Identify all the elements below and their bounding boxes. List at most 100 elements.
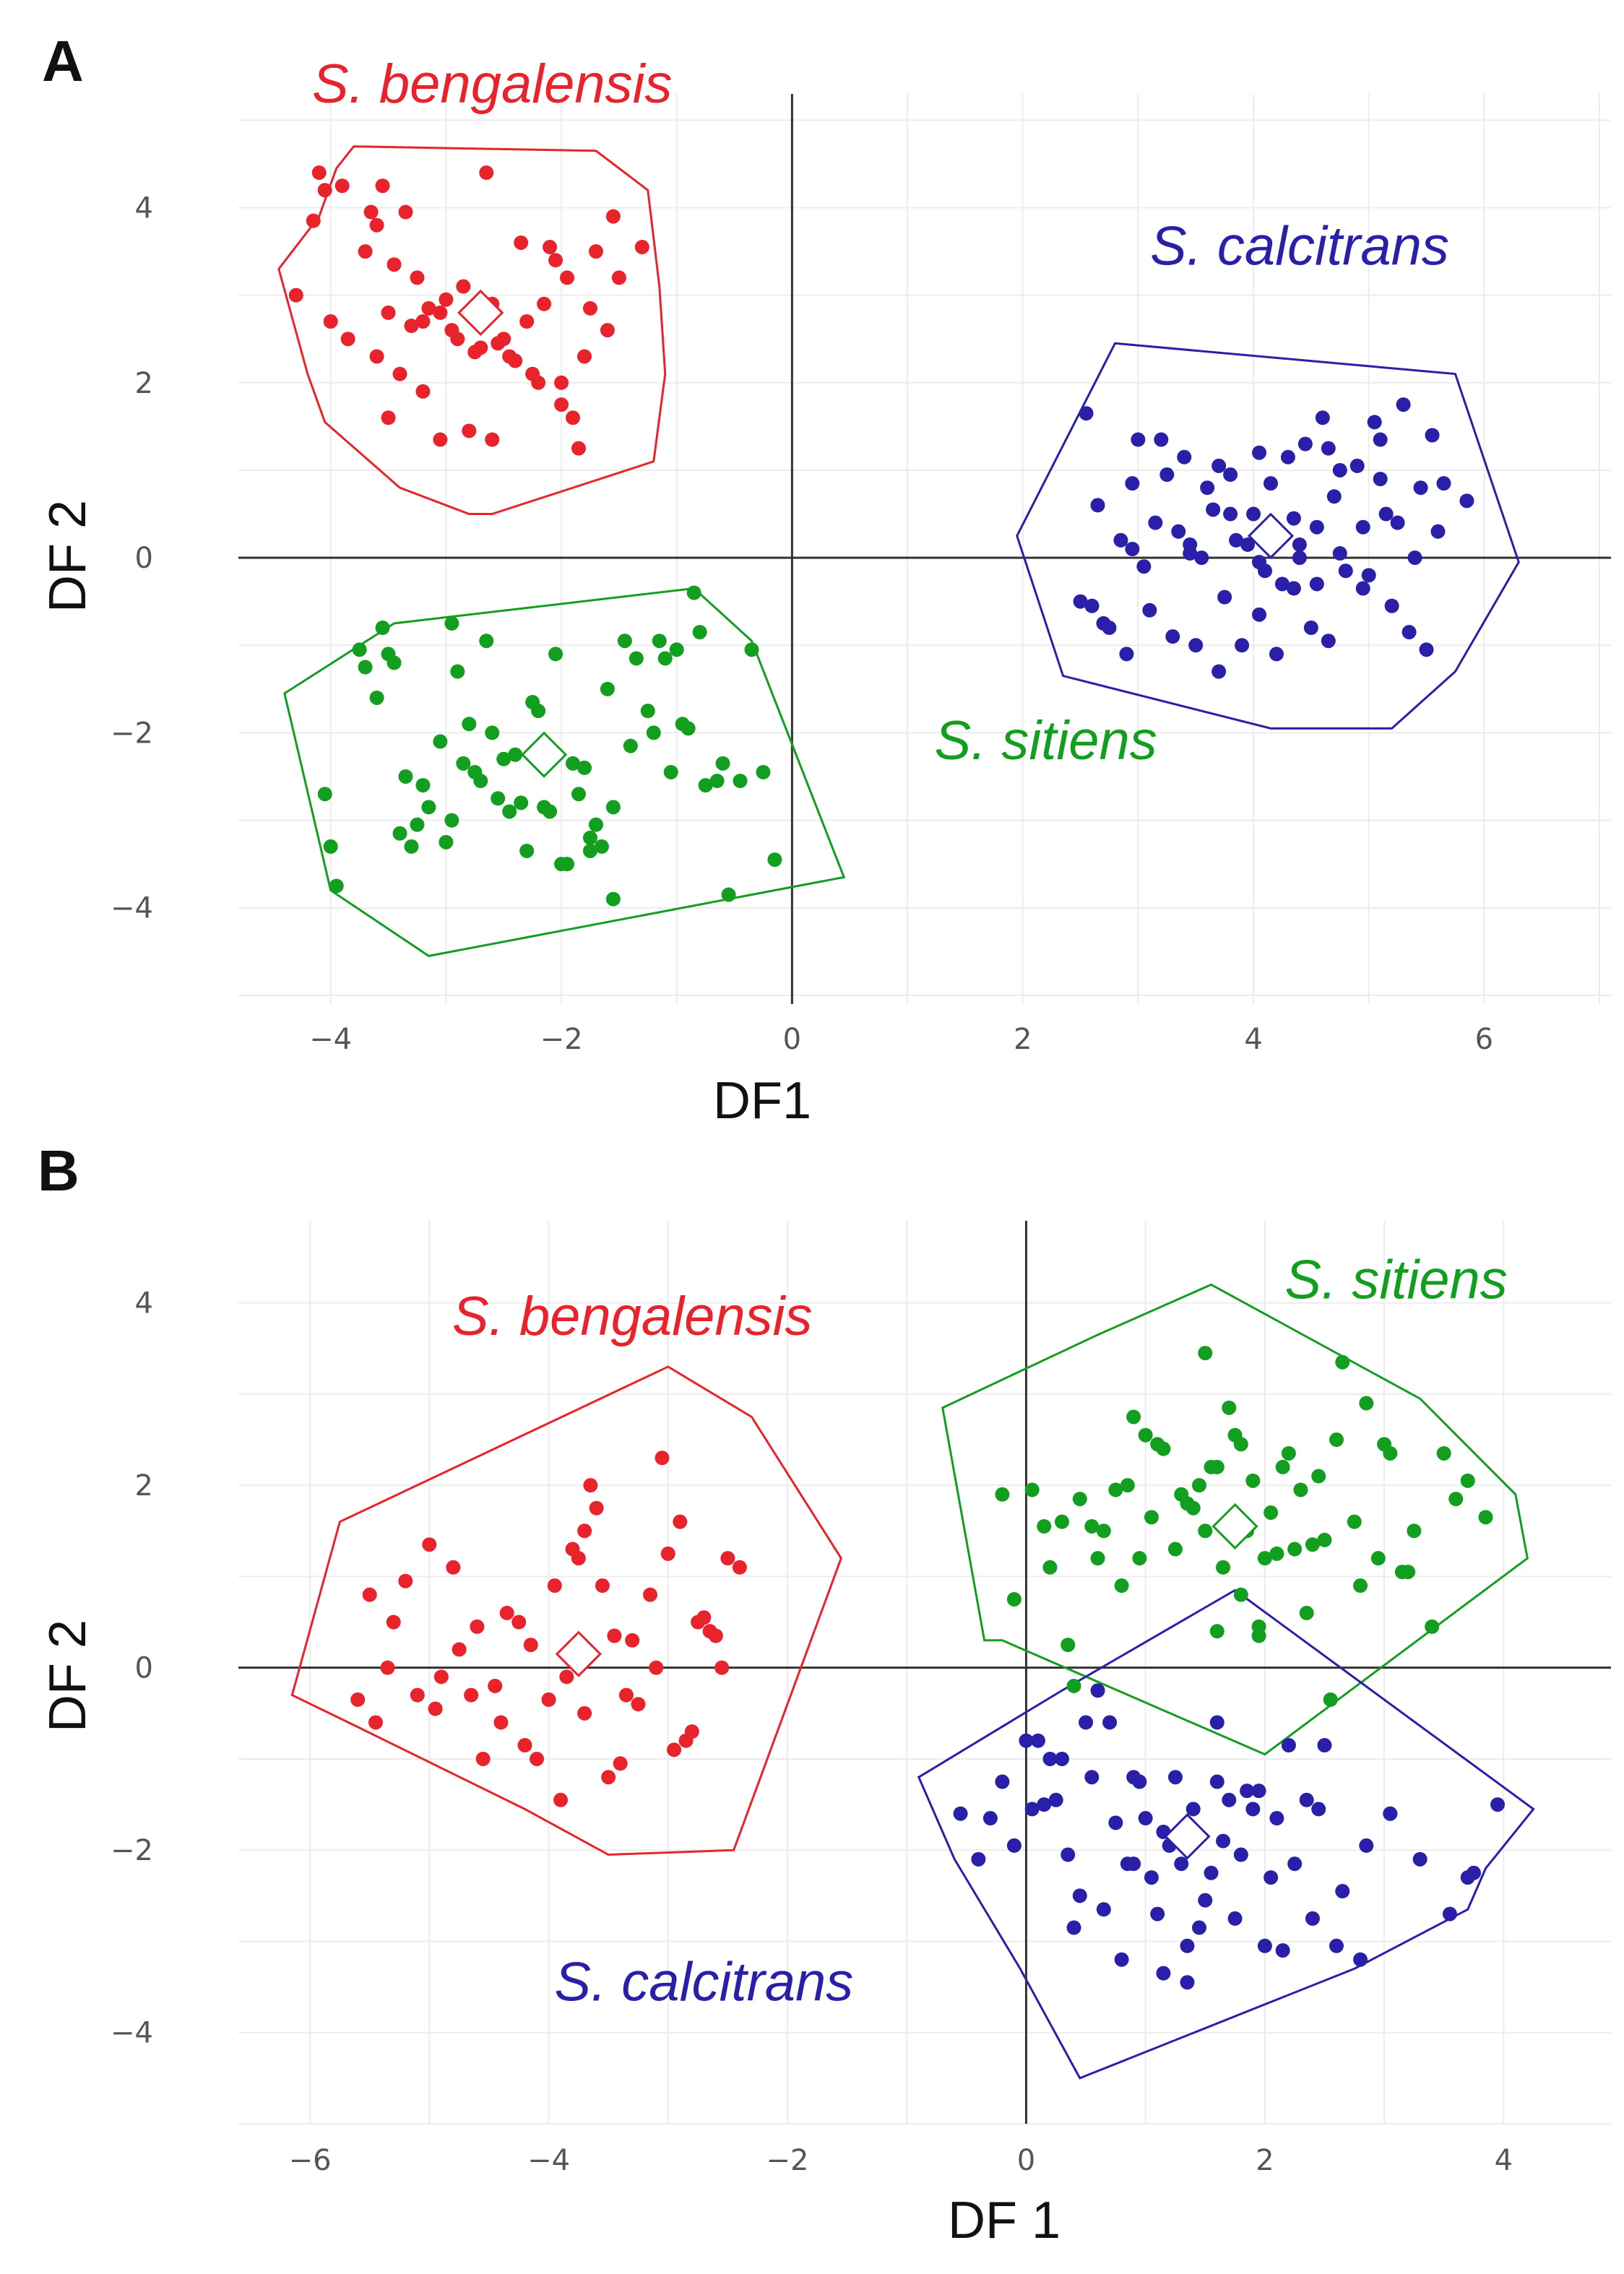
point-s-sitiens-b: [1192, 1478, 1206, 1493]
point-s-bengalensis-a: [404, 319, 419, 334]
point-s-sitiens-a: [479, 634, 494, 649]
point-s-bengalensis-b: [678, 1733, 694, 1748]
point-s-sitiens-b: [1305, 1537, 1320, 1552]
point-s-calcitrans-b: [1329, 1938, 1344, 1953]
point-s-bengalensis-b: [595, 1578, 610, 1594]
species-label-s-bengalensis-a: S. bengalensis: [312, 53, 673, 115]
point-s-sitiens-b: [1287, 1542, 1303, 1557]
point-s-calcitrans-b: [1096, 1902, 1111, 1917]
species-label-s-calcitrans-a: S. calcitrans: [1150, 215, 1449, 277]
point-s-calcitrans-b: [1037, 1797, 1052, 1812]
point-s-calcitrans-b: [1204, 1865, 1219, 1880]
y-tick-label-b: −4: [111, 2017, 153, 2050]
x-tick-label-b: 2: [1256, 2144, 1274, 2177]
point-s-bengalensis-a: [634, 240, 649, 255]
point-s-sitiens-a: [502, 804, 517, 819]
point-s-bengalensis-a: [496, 332, 511, 347]
centroid-s-sitiens-b: [1211, 1503, 1258, 1550]
y-tick-label-a: −2: [111, 717, 153, 750]
species-label-s-bengalensis-b: S. bengalensis: [452, 1286, 813, 1347]
point-s-bengalensis-b: [607, 1628, 622, 1643]
point-s-bengalensis-b: [446, 1560, 461, 1575]
point-s-calcitrans-a: [1309, 576, 1324, 592]
y-tick-label-b: 4: [135, 1287, 153, 1320]
point-s-bengalensis-a: [566, 410, 581, 425]
point-s-calcitrans-b: [995, 1774, 1010, 1789]
point-s-sitiens-b: [1460, 1473, 1475, 1488]
point-s-bengalensis-a: [392, 366, 407, 381]
point-s-calcitrans-a: [1338, 563, 1353, 579]
centroids-b: [555, 1503, 1258, 1860]
point-s-calcitrans-a: [1252, 607, 1267, 622]
point-s-calcitrans-b: [1042, 1751, 1058, 1766]
point-s-bengalensis-b: [452, 1642, 467, 1657]
point-s-calcitrans-b: [1245, 1802, 1261, 1817]
point-s-calcitrans-a: [1419, 642, 1434, 657]
point-s-sitiens-b: [1281, 1445, 1296, 1461]
point-s-sitiens-a: [744, 642, 759, 657]
point-s-sitiens-b: [1150, 1437, 1165, 1452]
y-tick-label-b: 2: [135, 1469, 153, 1503]
point-s-bengalensis-a: [363, 204, 379, 220]
point-s-bengalensis-a: [514, 235, 529, 250]
point-s-calcitrans-b: [1006, 1838, 1022, 1853]
hulls-a: [277, 145, 1520, 957]
point-s-bengalensis-a: [323, 314, 338, 329]
point-s-calcitrans-a: [1297, 436, 1313, 451]
point-s-sitiens-a: [600, 681, 615, 696]
point-s-calcitrans-b: [1084, 1770, 1100, 1785]
point-s-calcitrans-b: [1055, 1751, 1069, 1766]
y-tick-label-b: −2: [111, 1834, 153, 1867]
point-s-sitiens-a: [756, 764, 771, 779]
point-s-bengalensis-a: [582, 301, 597, 316]
point-s-sitiens-a: [450, 664, 465, 679]
point-s-calcitrans-a: [1274, 576, 1290, 592]
point-s-calcitrans-b: [1227, 1911, 1243, 1926]
species-label-s-sitiens-b: S. sitiens: [1284, 1249, 1507, 1310]
ticks-a: −4 −2 0 2 4 6 −4 −2 0 2 4: [111, 192, 1493, 1057]
y-tick-label-a: 0: [135, 542, 153, 575]
centroid-s-calcitrans-a: [1247, 512, 1295, 559]
point-s-sitiens-a: [686, 585, 701, 600]
point-s-sitiens-b: [1209, 1624, 1225, 1639]
point-s-sitiens-b: [1478, 1510, 1493, 1525]
point-s-calcitrans-b: [1144, 1870, 1159, 1885]
point-s-calcitrans-a: [1217, 589, 1232, 605]
point-s-bengalensis-b: [511, 1614, 527, 1630]
point-s-sitiens-b: [1185, 1500, 1201, 1516]
point-s-bengalensis-b: [410, 1687, 425, 1703]
point-s-bengalensis-a: [358, 244, 373, 259]
point-s-sitiens-a: [582, 830, 597, 845]
point-s-sitiens-a: [629, 651, 644, 666]
point-s-sitiens-a: [566, 756, 581, 771]
point-s-calcitrans-b: [1460, 1870, 1475, 1885]
point-s-sitiens-a: [386, 655, 402, 670]
point-s-sitiens-a: [496, 751, 511, 766]
point-s-sitiens-a: [508, 747, 523, 762]
hull-s-calcitrans-a: [1016, 342, 1520, 730]
point-s-bengalensis-a: [398, 204, 413, 220]
point-s-calcitrans-a: [1315, 410, 1330, 425]
point-s-sitiens-a: [329, 878, 344, 894]
point-s-calcitrans-a: [1309, 519, 1324, 535]
point-s-sitiens-a: [698, 778, 713, 793]
point-s-calcitrans-a: [1292, 537, 1307, 552]
point-s-sitiens-b: [1198, 1523, 1213, 1539]
point-s-calcitrans-a: [1246, 506, 1261, 522]
point-s-bengalensis-b: [547, 1578, 562, 1594]
point-s-calcitrans-a: [1280, 449, 1295, 464]
point-s-sitiens-b: [1311, 1469, 1326, 1484]
point-s-sitiens-a: [531, 704, 546, 719]
point-s-sitiens-a: [317, 787, 332, 802]
point-s-calcitrans-a: [1079, 406, 1094, 421]
point-s-calcitrans-b: [1024, 1802, 1040, 1817]
centroid-s-bengalensis-b: [555, 1630, 602, 1677]
point-s-bengalensis-b: [589, 1500, 604, 1516]
point-s-bengalensis-a: [381, 305, 396, 320]
point-s-sitiens-a: [733, 774, 748, 789]
point-s-bengalensis-a: [410, 270, 425, 285]
point-s-bengalensis-a: [554, 397, 569, 412]
point-s-sitiens-b: [1114, 1578, 1129, 1594]
point-s-bengalensis-a: [415, 314, 431, 329]
point-s-bengalensis-b: [362, 1587, 377, 1602]
